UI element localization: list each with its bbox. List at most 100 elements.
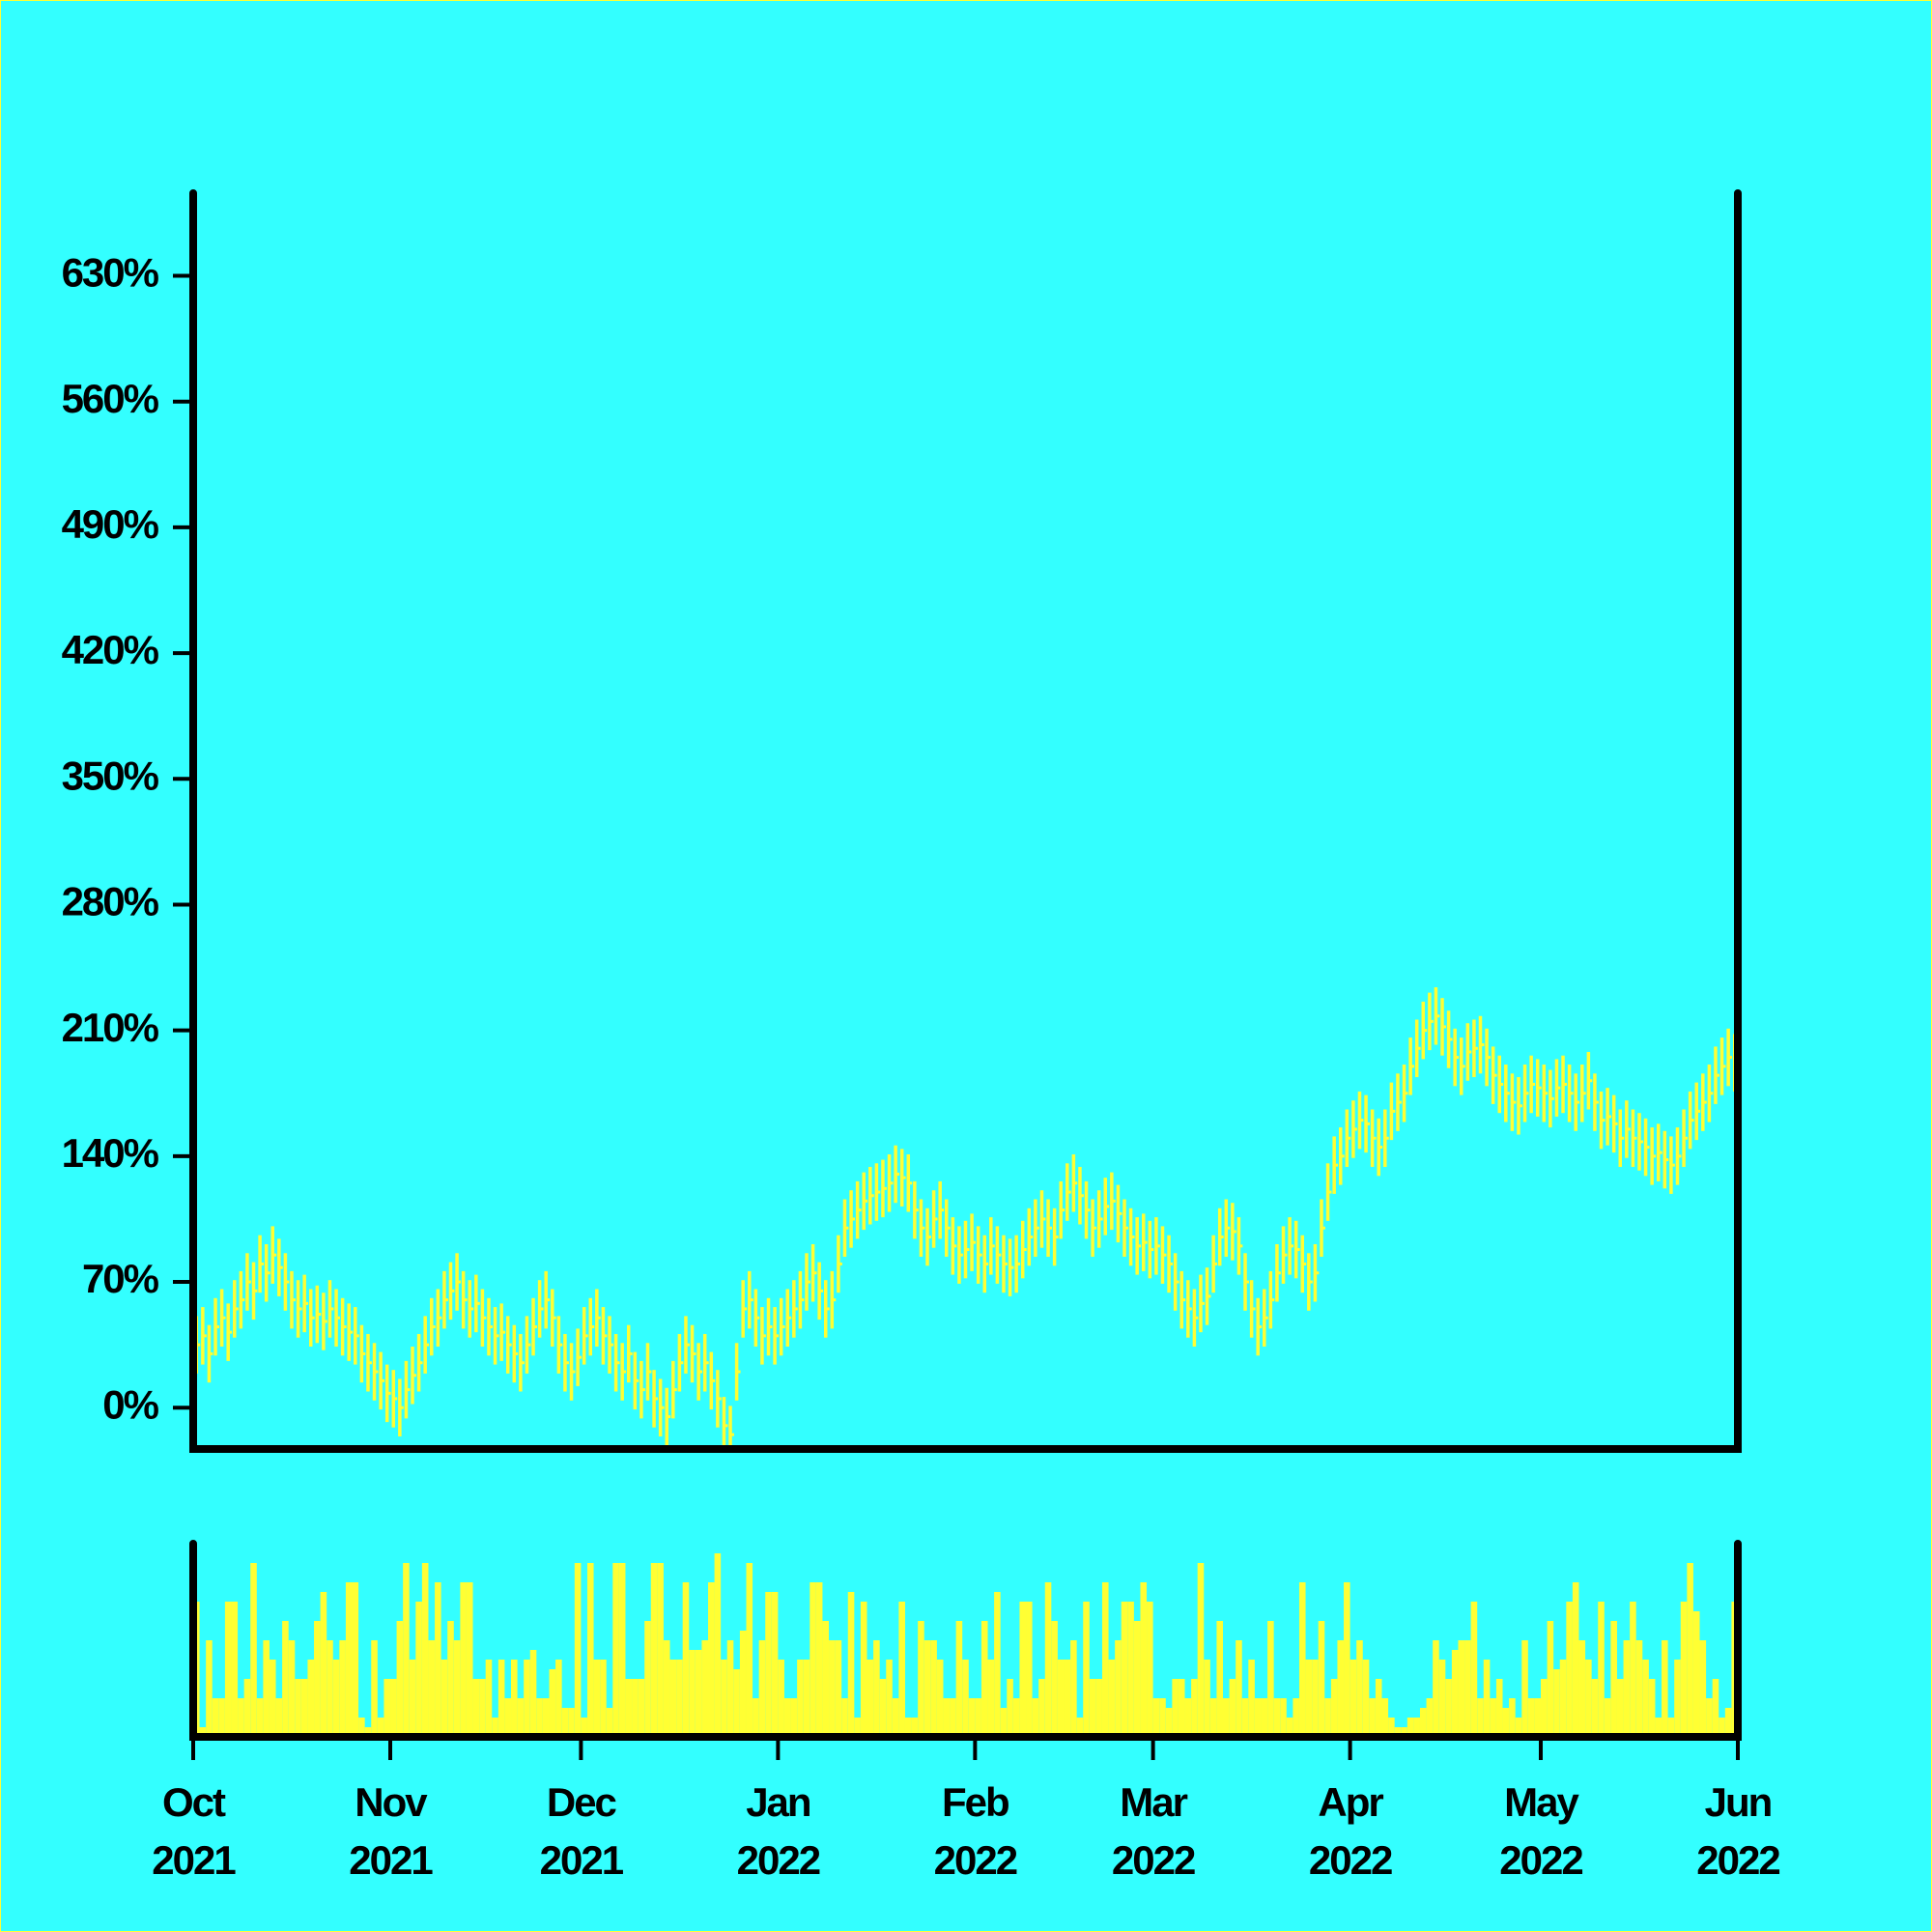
volume-bar	[1108, 1660, 1116, 1737]
volume-bar	[1433, 1640, 1439, 1737]
volume-bar	[867, 1660, 874, 1737]
volume-bar	[1140, 1582, 1148, 1737]
volume-bar	[714, 1553, 722, 1737]
volume-bar	[854, 1718, 861, 1737]
volume-bar	[586, 1563, 594, 1737]
y-tick-label: 350%	[62, 753, 159, 798]
y-tick-label: 490%	[62, 501, 159, 547]
volume-bar	[1254, 1698, 1262, 1737]
volume-bar	[517, 1698, 525, 1737]
volume-bar	[1330, 1679, 1338, 1737]
volume-bar	[1719, 1718, 1725, 1737]
volume-bar	[739, 1631, 747, 1737]
volume-bar	[950, 1698, 956, 1737]
volume-bar	[352, 1582, 359, 1737]
volume-bar	[1101, 1582, 1109, 1737]
volume-bar	[1115, 1640, 1122, 1737]
volume-bar	[371, 1640, 378, 1737]
volume-bar	[778, 1660, 784, 1737]
y-tick-label: 140%	[62, 1130, 159, 1176]
volume-bar	[453, 1640, 461, 1737]
volume-bar	[345, 1582, 353, 1737]
volume-bar	[886, 1660, 893, 1737]
x-tick-label: Oct 2021	[152, 1779, 236, 1883]
volume-bar	[1464, 1640, 1471, 1737]
volume-bar	[1051, 1621, 1058, 1737]
x-tick-label: Apr 2022	[1309, 1779, 1392, 1883]
x-tick-label: Jan 2022	[737, 1779, 820, 1883]
price-plot	[194, 987, 1738, 1449]
volume-bar	[1375, 1679, 1382, 1737]
volume-bar	[689, 1650, 696, 1737]
volume-bar	[638, 1679, 645, 1737]
volume-bar	[440, 1660, 448, 1737]
volume-bar	[1381, 1698, 1389, 1737]
volume-bar	[1000, 1708, 1008, 1737]
volume-bar	[911, 1718, 919, 1737]
volume-bar	[1012, 1698, 1020, 1737]
volume-bar	[810, 1582, 816, 1737]
volume-bar	[1159, 1698, 1166, 1737]
volume-bar	[479, 1679, 486, 1737]
volume-bar	[1642, 1660, 1649, 1737]
volume-bar	[1172, 1679, 1179, 1737]
volume-bar	[511, 1660, 518, 1737]
y-tick-label: 280%	[62, 879, 159, 924]
volume-bar	[389, 1679, 397, 1737]
volume-bar	[1648, 1679, 1656, 1737]
volume-bar	[625, 1679, 633, 1737]
volume-bar	[879, 1679, 887, 1737]
volume-bar	[377, 1718, 384, 1737]
volume-bar	[892, 1698, 899, 1737]
volume-bar	[797, 1660, 804, 1737]
volume-bar	[314, 1621, 321, 1737]
volume-plot	[193, 1553, 1738, 1737]
axes: 0% 70% 140% 210% 280% 350% 420% 490% 560% 630% Oct…	[62, 250, 1782, 1883]
volume-bar	[1344, 1582, 1350, 1737]
volume-bar	[1692, 1611, 1700, 1737]
volume-bar	[1147, 1602, 1153, 1737]
volume-bar	[295, 1679, 301, 1737]
volume-bar	[644, 1621, 651, 1737]
volume-bar	[1502, 1708, 1510, 1737]
volume-bar	[1337, 1640, 1345, 1737]
volume-bar	[1057, 1660, 1065, 1737]
volume-bar	[771, 1592, 779, 1737]
volume-bar	[1388, 1718, 1395, 1737]
x-tick-label: Dec 2021	[540, 1779, 624, 1883]
volume-bar	[873, 1640, 880, 1737]
volume-bar	[1248, 1660, 1255, 1737]
volume-bar	[1495, 1679, 1503, 1737]
volume-bar	[733, 1669, 740, 1737]
volume-bar	[1541, 1679, 1548, 1737]
volume-bar	[593, 1660, 601, 1737]
volume-bar	[1616, 1679, 1624, 1737]
volume-bar	[1483, 1660, 1491, 1737]
volume-bar	[600, 1660, 607, 1737]
volume-bar	[1298, 1582, 1306, 1737]
volume-bar	[1724, 1708, 1732, 1737]
volume-bar	[1604, 1698, 1611, 1737]
volume-bar	[1127, 1602, 1134, 1737]
volume-bar	[676, 1660, 683, 1737]
volume-bar	[212, 1698, 219, 1737]
volume-bar	[790, 1698, 798, 1737]
volume-bar	[1490, 1698, 1496, 1737]
volume-bar	[1635, 1640, 1643, 1737]
volume-bar	[650, 1563, 658, 1737]
volume-bar	[256, 1698, 264, 1737]
volume-bar	[1064, 1660, 1071, 1737]
volume-bar	[364, 1727, 372, 1737]
volume-bar	[1706, 1698, 1713, 1737]
volume-bar	[231, 1602, 239, 1737]
volume-bar	[282, 1621, 289, 1737]
volume-bar	[358, 1718, 365, 1737]
volume-bar	[1394, 1727, 1402, 1737]
volume-bar	[841, 1698, 848, 1737]
volume-bar	[1527, 1698, 1535, 1737]
volume-bar	[1204, 1660, 1210, 1737]
volume-bar	[199, 1727, 207, 1737]
volume-bar	[936, 1660, 944, 1737]
x-tick-label: May 2022	[1499, 1779, 1582, 1883]
x-tick-label: Jun 2022	[1696, 1779, 1779, 1883]
